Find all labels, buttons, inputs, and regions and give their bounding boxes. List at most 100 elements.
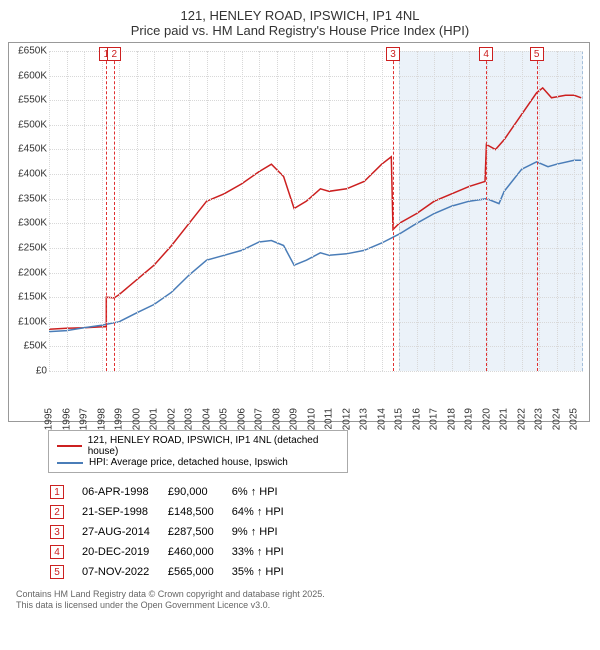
attribution: Contains HM Land Registry data © Crown c… [16,589,592,612]
gridline-v [294,51,295,371]
chart-container: 12345 £0£50K£100K£150K£200K£250K£300K£35… [8,42,590,422]
event-marker-badge: 3 [386,47,400,61]
gridline-h [49,297,583,298]
gridline-v [137,51,138,371]
legend-label: HPI: Average price, detached house, Ipsw… [89,457,288,468]
x-axis-label: 1995 [44,408,55,430]
x-axis-label: 2004 [201,408,212,430]
gridline-v [172,51,173,371]
gridline-h [49,51,583,52]
event-badge: 1 [50,485,64,499]
gridline-h [49,125,583,126]
legend-label: 121, HENLEY ROAD, IPSWICH, IP1 4NL (deta… [88,435,339,457]
gridline-v [49,51,50,371]
gridline-v [259,51,260,371]
event-marker-line [114,51,115,371]
x-axis-label: 2014 [376,408,387,430]
x-axis-label: 2002 [166,408,177,430]
gridline-h [49,149,583,150]
events-table: 106-APR-1998£90,0006% ↑ HPI221-SEP-1998£… [48,481,302,583]
event-date: 20-DEC-2019 [82,543,166,561]
x-axis-label: 2019 [464,408,475,430]
event-row: 106-APR-1998£90,0006% ↑ HPI [50,483,300,501]
gridline-v [207,51,208,371]
gridline-v [224,51,225,371]
chart-lines-svg [49,51,583,371]
x-axis-label: 2023 [534,408,545,430]
x-axis-label: 2007 [254,408,265,430]
event-date: 07-NOV-2022 [82,563,166,581]
x-axis-label: 2010 [306,408,317,430]
gridline-v [189,51,190,371]
event-marker-badge: 4 [479,47,493,61]
gridline-v [154,51,155,371]
x-axis-label: 2025 [569,408,580,430]
gridline-v [102,51,103,371]
event-marker-line [393,51,394,371]
event-date: 21-SEP-1998 [82,503,166,521]
legend-row: 121, HENLEY ROAD, IPSWICH, IP1 4NL (deta… [57,435,339,457]
x-axis-label: 1999 [114,408,125,430]
gridline-v [67,51,68,371]
x-axis-label: 2011 [324,408,335,430]
y-axis-label: £500K [9,119,47,130]
x-axis-label: 2024 [551,408,562,430]
event-marker-line [537,51,538,371]
event-marker-badge: 2 [107,47,121,61]
gridline-v [329,51,330,371]
x-axis-label: 1996 [61,408,72,430]
legend: 121, HENLEY ROAD, IPSWICH, IP1 4NL (deta… [48,430,348,473]
event-badge: 3 [50,525,64,539]
gridline-h [49,223,583,224]
x-axis-label: 2022 [516,408,527,430]
y-axis-label: £150K [9,292,47,303]
event-price: £565,000 [168,563,230,581]
gridline-v [574,51,575,371]
gridline-v [347,51,348,371]
event-price: £287,500 [168,523,230,541]
event-price: £460,000 [168,543,230,561]
title-line-1: 121, HENLEY ROAD, IPSWICH, IP1 4NL [8,8,592,23]
event-marker-badge: 5 [530,47,544,61]
event-delta: 33% ↑ HPI [232,543,300,561]
gridline-h [49,100,583,101]
gridline-v [312,51,313,371]
gridline-h [49,174,583,175]
gridline-v [399,51,400,371]
legend-swatch [57,445,82,447]
chart-title: 121, HENLEY ROAD, IPSWICH, IP1 4NL Price… [8,8,592,38]
y-axis-label: £550K [9,95,47,106]
y-axis-label: £50K [9,341,47,352]
gridline-v [277,51,278,371]
gridline-h [49,248,583,249]
y-axis-label: £100K [9,316,47,327]
gridline-h [49,322,583,323]
event-badge: 2 [50,505,64,519]
x-axis-label: 2009 [289,408,300,430]
x-axis-label: 2000 [131,408,142,430]
gridline-h [49,371,583,372]
event-delta: 35% ↑ HPI [232,563,300,581]
gridline-v [452,51,453,371]
credit-line-1: Contains HM Land Registry data © Crown c… [16,589,592,600]
gridline-v [84,51,85,371]
legend-swatch [57,462,83,464]
gridline-v [522,51,523,371]
x-axis-label: 1997 [79,408,90,430]
x-axis-label: 2003 [184,408,195,430]
gridline-v [364,51,365,371]
x-axis-label: 2012 [341,408,352,430]
x-axis-label: 2018 [446,408,457,430]
event-delta: 64% ↑ HPI [232,503,300,521]
event-row: 327-AUG-2014£287,5009% ↑ HPI [50,523,300,541]
x-axis-label: 2021 [499,408,510,430]
gridline-v [539,51,540,371]
series-hpi [49,160,581,331]
y-axis-label: £0 [9,366,47,377]
y-axis-label: £350K [9,193,47,204]
event-date: 27-AUG-2014 [82,523,166,541]
gridline-h [49,76,583,77]
title-line-2: Price paid vs. HM Land Registry's House … [8,23,592,38]
legend-row: HPI: Average price, detached house, Ipsw… [57,457,339,468]
gridline-v [557,51,558,371]
